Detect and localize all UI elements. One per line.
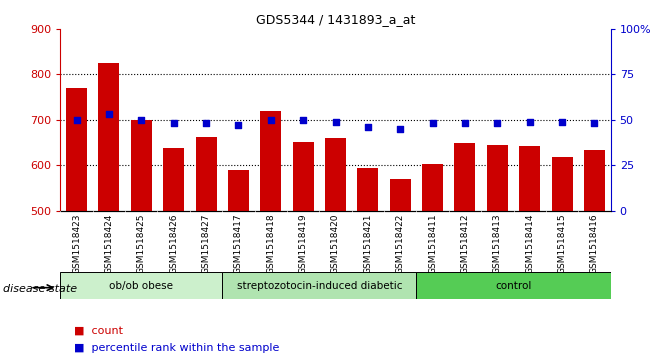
Title: GDS5344 / 1431893_a_at: GDS5344 / 1431893_a_at (256, 13, 415, 26)
Point (460, 121, 470, 126)
Text: GSM1518420: GSM1518420 (331, 213, 340, 274)
Text: GSM1518427: GSM1518427 (201, 213, 211, 274)
Text: ■  percentile rank within the sample: ■ percentile rank within the sample (74, 343, 279, 354)
Text: GSM1518415: GSM1518415 (558, 213, 566, 274)
Point (362, 124, 373, 130)
Point (201, 121, 211, 126)
Bar (422, 164, 443, 211)
Text: ■  count: ■ count (74, 325, 123, 335)
Bar (487, 145, 508, 211)
Point (427, 121, 438, 126)
Bar (325, 138, 346, 211)
Point (557, 119, 568, 125)
Bar (260, 111, 281, 211)
Point (71, 117, 82, 123)
Text: GSM1518416: GSM1518416 (590, 213, 599, 274)
Text: GSM1518418: GSM1518418 (266, 213, 275, 274)
Point (233, 122, 244, 128)
Point (136, 117, 147, 123)
Bar (552, 157, 572, 211)
Text: GSM1518419: GSM1518419 (299, 213, 307, 274)
Bar (390, 179, 411, 211)
Bar (99, 63, 119, 211)
Text: GSM1518412: GSM1518412 (460, 213, 470, 274)
Point (330, 119, 341, 125)
Bar (163, 148, 184, 211)
Text: GSM1518426: GSM1518426 (169, 213, 178, 274)
Bar (131, 120, 152, 211)
Bar (293, 143, 313, 211)
Text: GSM1518424: GSM1518424 (105, 213, 113, 274)
Bar (454, 143, 476, 211)
Point (524, 119, 535, 125)
Point (492, 121, 503, 126)
Point (103, 111, 114, 117)
Point (395, 126, 405, 132)
Text: streptozotocin-induced diabetic: streptozotocin-induced diabetic (237, 281, 402, 291)
Bar (195, 136, 217, 211)
Bar (60, 272, 222, 299)
Text: disease state: disease state (3, 284, 77, 294)
Bar (519, 146, 540, 211)
Point (168, 121, 179, 126)
Text: GSM1518414: GSM1518414 (525, 213, 534, 274)
Text: GSM1518422: GSM1518422 (396, 213, 405, 274)
Bar (222, 272, 417, 299)
Bar (417, 272, 611, 299)
Text: GSM1518413: GSM1518413 (493, 213, 502, 274)
Text: GSM1518421: GSM1518421 (364, 213, 372, 274)
Text: GSM1518425: GSM1518425 (137, 213, 146, 274)
Bar (66, 88, 87, 211)
Bar (228, 170, 249, 211)
Text: control: control (495, 281, 531, 291)
Point (266, 117, 276, 123)
Text: GSM1518423: GSM1518423 (72, 213, 81, 274)
Point (298, 117, 309, 123)
Point (589, 121, 600, 126)
Bar (584, 150, 605, 211)
Text: ob/ob obese: ob/ob obese (109, 281, 173, 291)
Text: GSM1518411: GSM1518411 (428, 213, 437, 274)
Text: GSM1518417: GSM1518417 (234, 213, 243, 274)
Bar (358, 168, 378, 211)
